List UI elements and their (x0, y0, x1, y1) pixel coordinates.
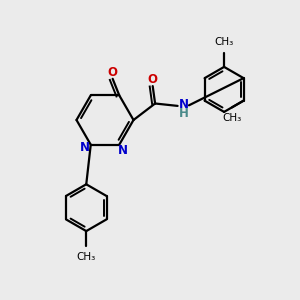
Text: CH₃: CH₃ (222, 113, 242, 123)
Text: N: N (80, 141, 90, 154)
Text: O: O (107, 66, 117, 79)
Text: N: N (118, 144, 128, 157)
Text: H: H (179, 107, 189, 120)
Text: O: O (148, 73, 158, 86)
Text: CH₃: CH₃ (76, 252, 96, 262)
Text: N: N (179, 98, 189, 111)
Text: CH₃: CH₃ (214, 38, 234, 47)
